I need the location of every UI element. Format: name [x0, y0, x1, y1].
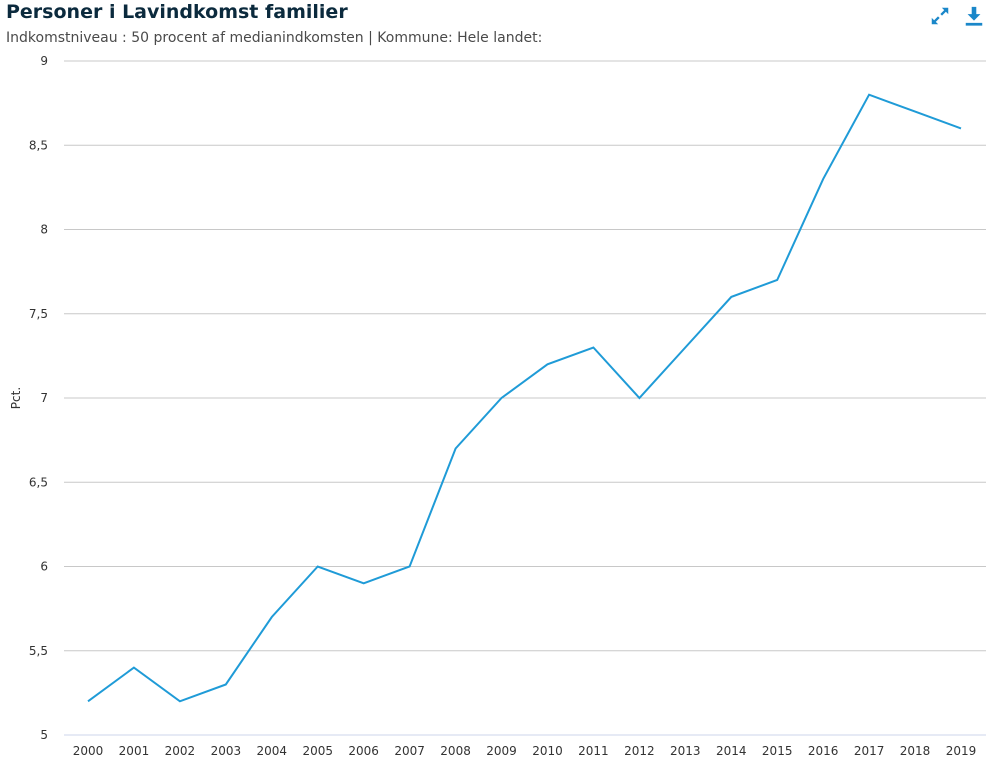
data-point — [178, 699, 182, 703]
download-button[interactable] — [962, 4, 986, 28]
x-tick-label: 2018 — [900, 744, 931, 758]
x-tick-label: 2017 — [854, 744, 885, 758]
x-tick-label: 2006 — [348, 744, 379, 758]
x-tick-label: 2009 — [486, 744, 517, 758]
chart-subtitle: Indkomstniveau : 50 procent af medianind… — [6, 30, 543, 46]
y-tick-label: 8,5 — [29, 138, 48, 152]
y-tick-label: 9 — [40, 54, 48, 68]
data-point — [362, 581, 366, 585]
data-point — [500, 396, 504, 400]
x-tick-label: 2014 — [716, 744, 747, 758]
data-point — [683, 345, 687, 349]
data-point — [454, 447, 458, 451]
data-point — [637, 396, 641, 400]
data-point — [775, 278, 779, 282]
x-tick-label: 2002 — [165, 744, 196, 758]
data-point — [959, 126, 963, 130]
data-point — [224, 682, 228, 686]
data-point — [270, 615, 274, 619]
y-tick-label: 8 — [40, 223, 48, 237]
x-tick-label: 2001 — [119, 744, 150, 758]
x-tick-label: 2000 — [73, 744, 104, 758]
x-tick-label: 2011 — [578, 744, 609, 758]
chart-toolbar — [928, 4, 986, 28]
data-point — [913, 110, 917, 114]
series-line — [87, 93, 962, 703]
y-tick-label: 6,5 — [29, 475, 48, 489]
x-tick-label: 2012 — [624, 744, 655, 758]
x-tick-label: 2013 — [670, 744, 701, 758]
data-point — [821, 177, 825, 181]
download-icon — [965, 6, 983, 26]
x-tick-label: 2003 — [211, 744, 242, 758]
x-tick-label: 2008 — [440, 744, 471, 758]
data-point — [132, 666, 136, 670]
data-point — [729, 295, 733, 299]
y-tick-label: 5,5 — [29, 644, 48, 658]
y-tick-label: 7,5 — [29, 307, 48, 321]
x-tick-label: 2004 — [257, 744, 288, 758]
y-axis-title: Pct. — [9, 387, 23, 409]
y-tick-label: 7 — [40, 391, 48, 405]
x-tick-label: 2016 — [808, 744, 839, 758]
expand-button[interactable] — [928, 4, 952, 28]
chart-title: Personer i Lavindkomst familier — [6, 1, 348, 23]
y-tick-label: 6 — [40, 560, 48, 574]
x-tick-label: 2007 — [394, 744, 425, 758]
y-tick-label: 5 — [40, 728, 48, 742]
data-point — [408, 565, 412, 569]
data-point — [867, 93, 871, 97]
data-point — [316, 565, 320, 569]
data-point — [86, 699, 90, 703]
data-point — [545, 362, 549, 366]
data-point — [591, 345, 595, 349]
x-tick-label: 2010 — [532, 744, 563, 758]
x-tick-label: 2019 — [946, 744, 977, 758]
x-tick-label: 2015 — [762, 744, 793, 758]
x-tick-label: 2005 — [302, 744, 333, 758]
expand-icon — [931, 7, 949, 25]
